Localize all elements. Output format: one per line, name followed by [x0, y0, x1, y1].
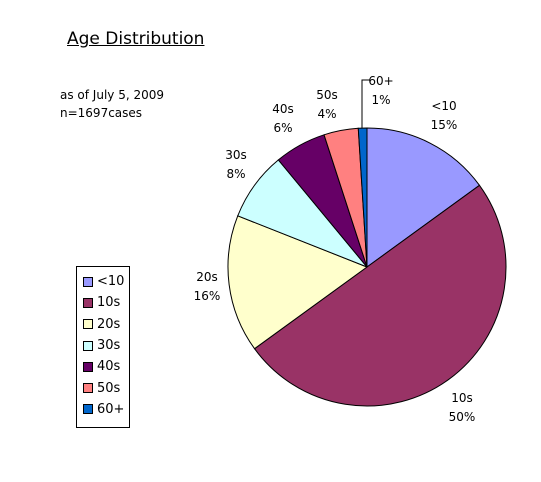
legend-label: 60+: [97, 401, 125, 417]
slice-label-category: <10: [431, 99, 456, 113]
legend-item: 10s: [83, 292, 129, 313]
legend-label: <10: [97, 274, 125, 290]
slice-label-percent: 16%: [194, 289, 221, 303]
legend-swatch: [83, 276, 93, 287]
legend-item: 30s: [83, 335, 129, 356]
legend-item: 60+: [83, 399, 129, 420]
slice-label-percent: 15%: [431, 118, 458, 132]
pie-slice-60: [357, 127, 368, 268]
legend-label: 10s: [97, 295, 121, 311]
slice-label-percent: 4%: [317, 107, 336, 121]
legend-item: 20s: [83, 314, 129, 335]
subtitle-date: as of July 5, 2009: [60, 88, 164, 102]
chart-title: Age Distribution: [67, 29, 205, 49]
slice-label-category: 40s: [272, 102, 294, 116]
pie-slice-10: [366, 127, 481, 268]
slice-label-category: 10s: [451, 391, 473, 405]
legend-swatch: [83, 404, 93, 415]
leader-line-60plus: [361, 79, 370, 128]
legend-swatch: [83, 383, 93, 394]
chart-legend: <10 10s 20s 30s 40s 50s 60+: [76, 266, 130, 428]
slice-label-category: 50s: [316, 88, 338, 102]
chart-subtitle: as of July 5, 2009 n=1697cases: [60, 86, 164, 122]
legend-label: 50s: [97, 380, 121, 396]
slice-label-category: 60+: [368, 74, 393, 88]
slice-label-percent: 8%: [226, 167, 245, 181]
pie-slice-10s: [253, 184, 507, 407]
legend-label: 40s: [97, 359, 121, 375]
legend-item: 50s: [83, 377, 129, 398]
pie-slice-20s: [227, 215, 369, 350]
slice-label-category: 30s: [225, 148, 247, 162]
subtitle-count: n=1697cases: [60, 106, 143, 120]
legend-swatch: [83, 340, 93, 351]
slice-label-category: 20s: [196, 270, 218, 284]
legend-swatch: [83, 297, 93, 308]
legend-item: 40s: [83, 356, 129, 377]
slice-label-percent: 1%: [371, 93, 390, 107]
slice-label-percent: 6%: [273, 121, 292, 135]
legend-swatch: [83, 319, 93, 330]
legend-label: 30s: [97, 338, 121, 354]
slice-label-percent: 50%: [449, 410, 476, 424]
legend-label: 20s: [97, 316, 121, 332]
legend-item: <10: [83, 271, 129, 292]
legend-swatch: [83, 361, 93, 372]
